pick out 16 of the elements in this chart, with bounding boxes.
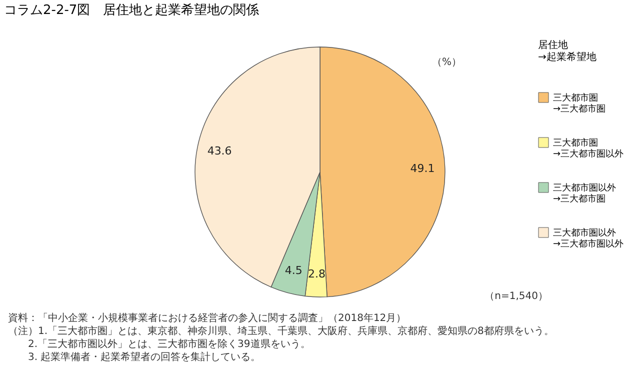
legend-label: 三大都市圏以外 →三大都市圏以外 <box>553 228 624 250</box>
text: 資料：「中小企業・小規模事業者における経営者の参入に関する調査」（2018年12月） <box>8 312 406 324</box>
text: （n=1,540） <box>484 291 548 302</box>
legend-title: 居住地 →起業希望地 <box>538 39 596 63</box>
text: （注）1.「三大都市圏」とは、東京都、神奈川県、埼玉県、千葉県、大阪府、兵庫県、京都府、愛知県の8都府県をいう。 <box>8 325 554 337</box>
data-label: 49.1 <box>410 162 435 176</box>
text: 2.「三大都市圏以外」とは、三大都市圏を除く39道県をいう。 <box>28 338 310 350</box>
data-label: 43.6 <box>207 144 232 158</box>
legend-label: 三大都市圏 →三大都市圏 <box>553 92 606 114</box>
chart-title: コラム2-2-7図 居住地と起業希望地の関係 <box>4 3 260 18</box>
legend-label: 三大都市圏以外 →三大都市圏 <box>553 182 616 204</box>
legend-label: 三大都市圏 →三大都市圏以外 <box>553 138 624 160</box>
text: （%） <box>432 57 462 68</box>
data-label: 4.5 <box>284 264 302 278</box>
data-label: 2.8 <box>308 267 326 280</box>
text: 3. 起業準備者・起業希望者の回答を集計している。 <box>28 351 261 363</box>
